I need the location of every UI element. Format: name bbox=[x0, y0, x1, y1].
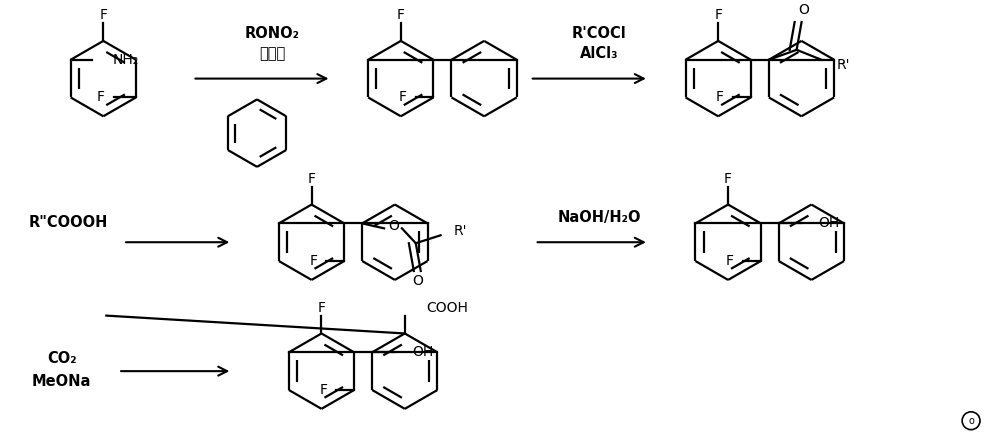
Text: F: F bbox=[317, 301, 325, 315]
Text: R'COCl: R'COCl bbox=[572, 27, 627, 42]
Text: F: F bbox=[716, 90, 724, 104]
Text: RONO₂: RONO₂ bbox=[244, 27, 299, 42]
Text: F: F bbox=[308, 172, 316, 186]
Text: R': R' bbox=[453, 224, 467, 238]
Text: o: o bbox=[968, 416, 974, 426]
Text: AlCl₃: AlCl₃ bbox=[580, 46, 618, 61]
Text: 催化剂: 催化剂 bbox=[259, 46, 285, 61]
Text: R"COOOH: R"COOOH bbox=[29, 215, 108, 230]
Text: F: F bbox=[399, 90, 407, 104]
Text: COOH: COOH bbox=[427, 301, 468, 315]
Text: OH: OH bbox=[412, 345, 433, 359]
Text: F: F bbox=[397, 8, 405, 22]
Text: MeONa: MeONa bbox=[32, 374, 91, 388]
Text: OH: OH bbox=[818, 216, 840, 230]
Text: CO₂: CO₂ bbox=[47, 351, 76, 366]
Text: F: F bbox=[724, 172, 732, 186]
Text: O: O bbox=[798, 3, 809, 17]
Text: O: O bbox=[389, 219, 399, 233]
Text: F: F bbox=[726, 254, 734, 268]
Text: F: F bbox=[309, 254, 317, 268]
Text: NH₂: NH₂ bbox=[112, 53, 139, 67]
Text: F: F bbox=[714, 8, 722, 22]
Text: R': R' bbox=[836, 58, 850, 72]
Text: O: O bbox=[412, 274, 423, 288]
Text: F: F bbox=[99, 8, 107, 22]
Text: NaOH/H₂O: NaOH/H₂O bbox=[557, 210, 641, 225]
Text: F: F bbox=[96, 90, 104, 104]
Text: F: F bbox=[319, 383, 327, 397]
